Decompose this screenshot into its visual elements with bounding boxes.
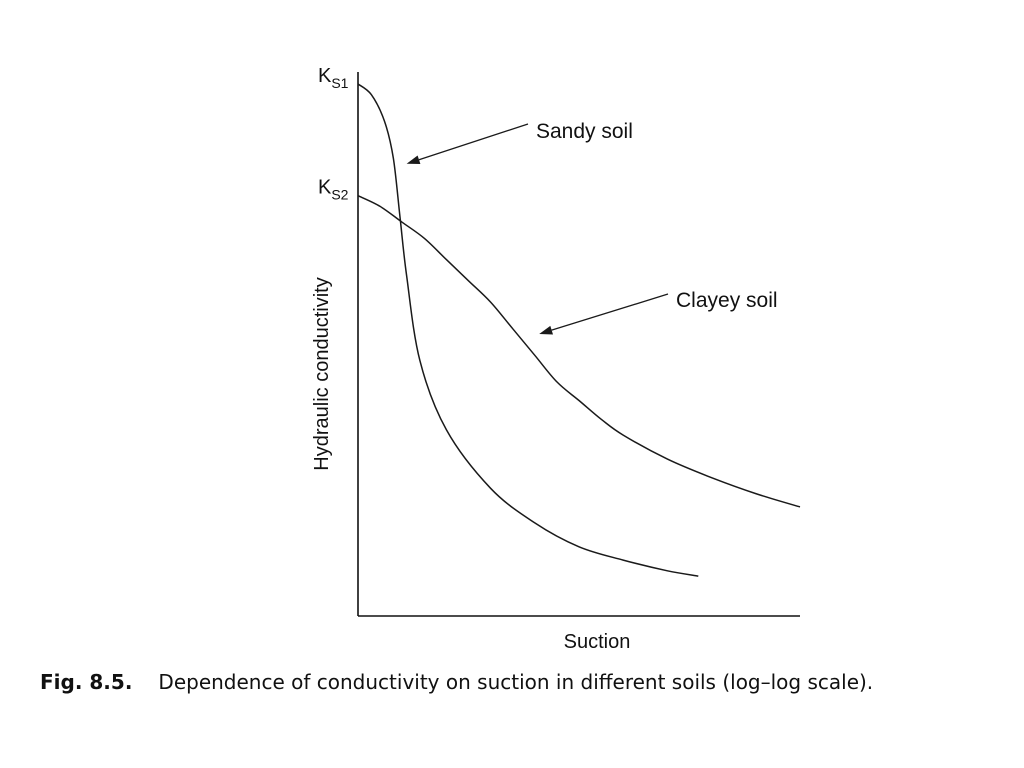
- y-tick-label-k-s1: KS1: [318, 65, 349, 91]
- clayey-soil-label: Clayey soil: [676, 289, 778, 312]
- chart-axes: [357, 72, 800, 617]
- chart-canvas: Sandy soil Clayey soil KS1 KS2 Suction Hyd…: [311, 65, 801, 653]
- caption-text: Dependence of conductivity on suction in…: [158, 670, 874, 694]
- clayey-soil-arrowhead: [539, 325, 553, 335]
- figure-number: Fig. 8.5.: [40, 670, 133, 694]
- y-tick-label-k-s2: KS2: [318, 177, 349, 203]
- chart-curves: [357, 83, 801, 577]
- chart-y-tick-labels: KS1 KS2: [318, 65, 349, 203]
- clayey-soil-arrow: [551, 293, 669, 331]
- sandy-soil-arrowhead: [406, 155, 421, 164]
- sandy-soil-arrow: [418, 123, 529, 161]
- y-axis-label: Hydraulic conductivity: [311, 277, 333, 470]
- chart-annotations: Sandy soil Clayey soil: [406, 120, 778, 335]
- sandy-soil-curve: [357, 83, 699, 577]
- sandy-soil-annotation: Sandy soil: [406, 120, 633, 164]
- sandy-soil-label: Sandy soil: [536, 120, 633, 143]
- figure-caption: Fig. 8.5. Dependence of conductivity on s…: [40, 670, 873, 694]
- clayey-soil-curve: [357, 195, 801, 508]
- clayey-soil-annotation: Clayey soil: [539, 289, 778, 335]
- x-axis-label: Suction: [564, 631, 631, 653]
